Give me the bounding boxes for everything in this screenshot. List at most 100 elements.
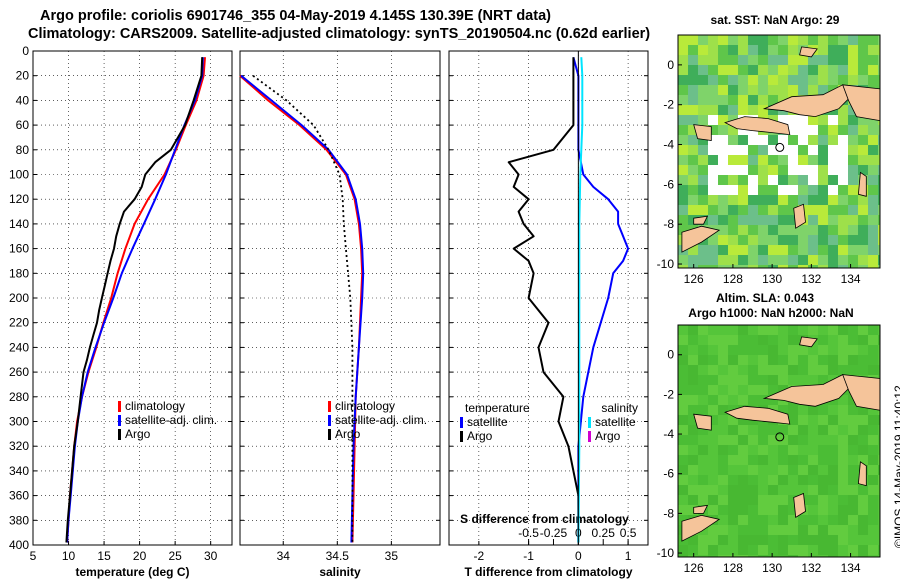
map-field-cell <box>868 555 878 557</box>
map-field-cell <box>808 145 818 155</box>
map-field-cell <box>818 485 828 495</box>
map-field-cell <box>728 365 738 375</box>
map-field-cell <box>698 455 708 465</box>
map-field-cell <box>698 395 708 405</box>
map-field-cell <box>798 365 808 375</box>
map-field-cell <box>878 545 880 555</box>
map-field-cell <box>848 555 858 557</box>
map-field-cell <box>878 185 880 195</box>
map-field-cell <box>788 435 798 445</box>
map-field-cell <box>778 75 788 85</box>
map-field-cell <box>878 555 880 557</box>
map-field-cell <box>738 265 748 268</box>
map-field-cell <box>768 45 778 55</box>
map-field-cell <box>858 415 868 425</box>
map-field-cell <box>848 115 858 125</box>
map-field-cell <box>678 385 688 395</box>
map-field-cell <box>838 185 848 195</box>
map-field-cell <box>878 55 880 65</box>
map-field-cell <box>798 415 808 425</box>
land-polygon <box>724 116 791 136</box>
map-field-cell <box>718 365 728 375</box>
map-field-cell <box>758 255 768 265</box>
map-field-cell <box>798 355 808 365</box>
map-field-cell <box>688 435 698 445</box>
map-field-cell <box>798 555 808 557</box>
map-field-cell <box>688 215 698 225</box>
map-field-cell <box>738 65 748 75</box>
legend-swatch <box>588 417 591 428</box>
map-field-cell <box>798 405 808 415</box>
map-field-cell <box>838 525 848 535</box>
map-field-cell <box>838 255 848 265</box>
map-field-cell <box>808 515 818 525</box>
map-field-cell <box>698 405 708 415</box>
map-field-cell <box>828 505 838 515</box>
map-field-cell <box>848 245 858 255</box>
map-field-cell <box>818 415 828 425</box>
map-field-cell <box>878 465 880 475</box>
map-field-cell <box>738 195 748 205</box>
map-field-cell <box>858 215 868 225</box>
map-field-cell <box>878 75 880 85</box>
map-field-cell <box>868 325 878 335</box>
map-field-cell <box>778 355 788 365</box>
map-field-cell <box>748 65 758 75</box>
map-field-cell <box>708 335 718 345</box>
map-field-cell <box>818 495 828 505</box>
map-field-cell <box>778 175 788 185</box>
map-field-cell <box>858 155 868 165</box>
map-field-cell <box>748 385 758 395</box>
map-field-cell <box>878 225 880 235</box>
map-field-cell <box>858 225 868 235</box>
depth-tick-label: 340 <box>9 464 29 478</box>
map-lon-tick-label: 132 <box>801 272 821 286</box>
map-field-cell <box>798 185 808 195</box>
legend-swatch <box>460 417 463 428</box>
map-field-cell <box>688 145 698 155</box>
map-field-cell <box>818 75 828 85</box>
map-field-cell <box>828 495 838 505</box>
map-field-cell <box>728 65 738 75</box>
map-field-cell <box>868 515 878 525</box>
map-field-cell <box>778 515 788 525</box>
map-field-cell <box>708 175 718 185</box>
map-field-cell <box>698 115 708 125</box>
map-field-cell <box>738 175 748 185</box>
map-field-cell <box>728 505 738 515</box>
legend-label: Argo <box>595 429 621 443</box>
map-field-cell <box>758 545 768 555</box>
map-field-cell <box>778 245 788 255</box>
map-field-cell <box>778 495 788 505</box>
map-field-cell <box>818 245 828 255</box>
map-field-cell <box>708 95 718 105</box>
map-field-cell <box>778 35 788 45</box>
map-field-cell <box>678 365 688 375</box>
map-field-cell <box>698 145 708 155</box>
map-field-cell <box>868 215 878 225</box>
map-field-cell <box>728 415 738 425</box>
map-field-cell <box>758 45 768 55</box>
map-field-cell <box>878 365 880 375</box>
map-field-cell <box>708 85 718 95</box>
map-field-cell <box>768 515 778 525</box>
map-field-cell <box>848 515 858 525</box>
map-field-cell <box>768 395 778 405</box>
map-field-cell <box>788 225 798 235</box>
legend-label: satellite <box>595 415 636 429</box>
map-field-cell <box>728 155 738 165</box>
map-field-cell <box>748 45 758 55</box>
map-field-cell <box>758 55 768 65</box>
map-field-cell <box>788 215 798 225</box>
map-field-cell <box>718 105 728 115</box>
map-field-cell <box>778 405 788 415</box>
map-field-cell <box>758 465 768 475</box>
map-field-cell <box>758 175 768 185</box>
map-field-cell <box>708 75 718 85</box>
map-field-cell <box>818 475 828 485</box>
map-field-cell <box>698 335 708 345</box>
map-field-cell <box>828 155 838 165</box>
map-field-cell <box>788 185 798 195</box>
map-field-cell <box>838 485 848 495</box>
map-field-cell <box>778 365 788 375</box>
